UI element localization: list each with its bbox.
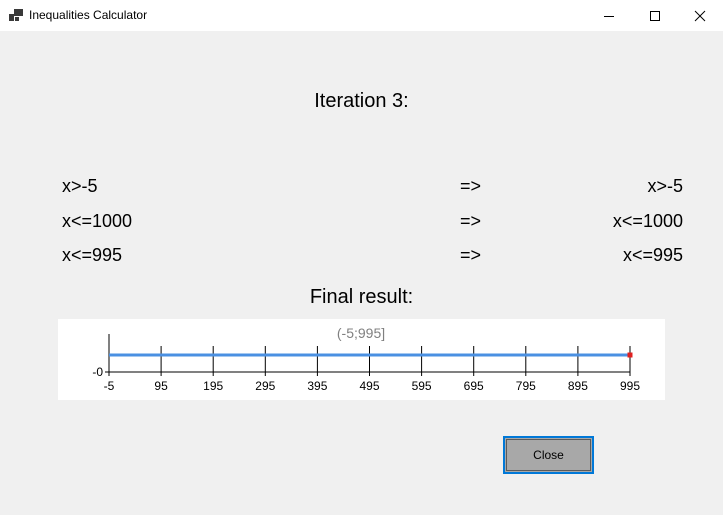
endpoint-marker [628,353,633,358]
iteration-label: Iteration 3: [0,90,723,113]
x-tick-label: 95 [154,379,168,393]
inequality-output-1: x>-5 [647,176,683,197]
app-icon [9,9,23,21]
x-tick-label: 895 [568,379,588,393]
close-icon [694,10,706,22]
x-tick-label: 195 [203,379,223,393]
x-tick-label: -5 [104,379,115,393]
close-button[interactable]: Close [503,436,594,474]
chart-title: (-5;995] [337,325,385,341]
minimize-icon [603,10,615,22]
arrow-3: => [460,245,481,266]
result-chart: (-5;995] -0 -5 95 195 295 395 495 595 695 795 895 99… [58,319,665,400]
inequality-output-3: x<=995 [623,245,683,266]
maximize-button[interactable] [632,0,678,31]
arrow-2: => [460,211,481,232]
close-window-button[interactable] [677,0,723,31]
x-tick-label: 795 [516,379,536,393]
number-line-chart: (-5;995] -0-5 95 195 295 395 495 595 695 795 895 99… [58,319,665,400]
x-tick-label: 295 [255,379,275,393]
inequality-output-2: x<=1000 [613,211,683,232]
inequality-input-2: x<=1000 [62,211,132,232]
x-tick-label: 395 [307,379,327,393]
y-tick-label: -0 [92,365,103,379]
title-bar: Inequalities Calculator [0,0,723,31]
inequality-input-1: x>-5 [62,176,98,197]
window-title: Inequalities Calculator [29,8,147,22]
x-tick-label: 995 [620,379,640,393]
minimize-button[interactable] [586,0,632,31]
x-tick-label: 495 [359,379,379,393]
x-tick-label: 695 [464,379,484,393]
x-tick-label: 595 [412,379,432,393]
final-result-label: Final result: [0,286,723,309]
inequality-input-3: x<=995 [62,245,122,266]
maximize-icon [649,10,661,22]
arrow-1: => [460,176,481,197]
